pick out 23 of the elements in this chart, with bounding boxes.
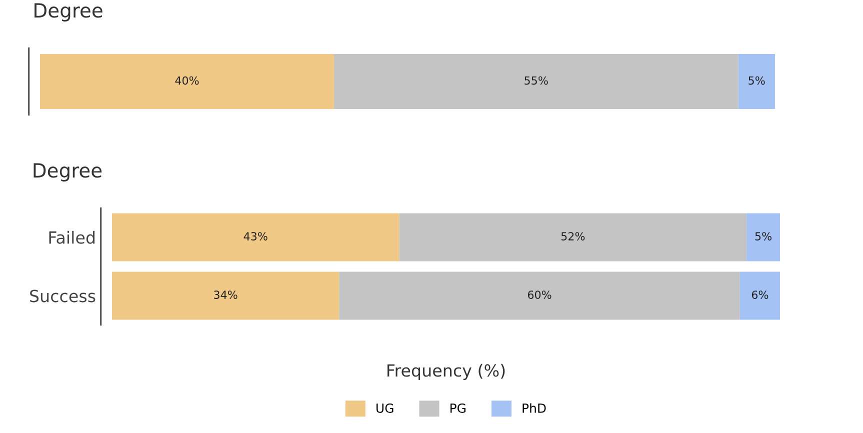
- legend-label: UG: [376, 403, 394, 413]
- y-tick-label: Failed: [49, 230, 95, 244]
- legend-label: PhD: [522, 403, 546, 413]
- legend-label: PG: [450, 403, 466, 413]
- data-label: 5%: [748, 76, 765, 85]
- data-label: 60%: [528, 290, 552, 299]
- data-label: 5%: [755, 232, 772, 240]
- data-label: 55%: [524, 76, 548, 85]
- chart-title: Degree: [34, 3, 102, 22]
- data-label: 40%: [175, 76, 199, 85]
- data-label: 52%: [561, 232, 585, 240]
- bar: [112, 213, 400, 262]
- x-axis-title: Frequency (%): [388, 364, 505, 380]
- data-label: 34%: [214, 290, 238, 299]
- chart-title: Degree: [34, 163, 102, 182]
- data-label: 43%: [244, 232, 268, 240]
- data-label: 6%: [752, 290, 768, 299]
- bar: [399, 213, 747, 262]
- bar: [740, 272, 780, 320]
- y-tick-label: Success: [30, 290, 96, 302]
- bar: [339, 272, 740, 320]
- bar: [112, 272, 340, 320]
- bar: [746, 213, 780, 262]
